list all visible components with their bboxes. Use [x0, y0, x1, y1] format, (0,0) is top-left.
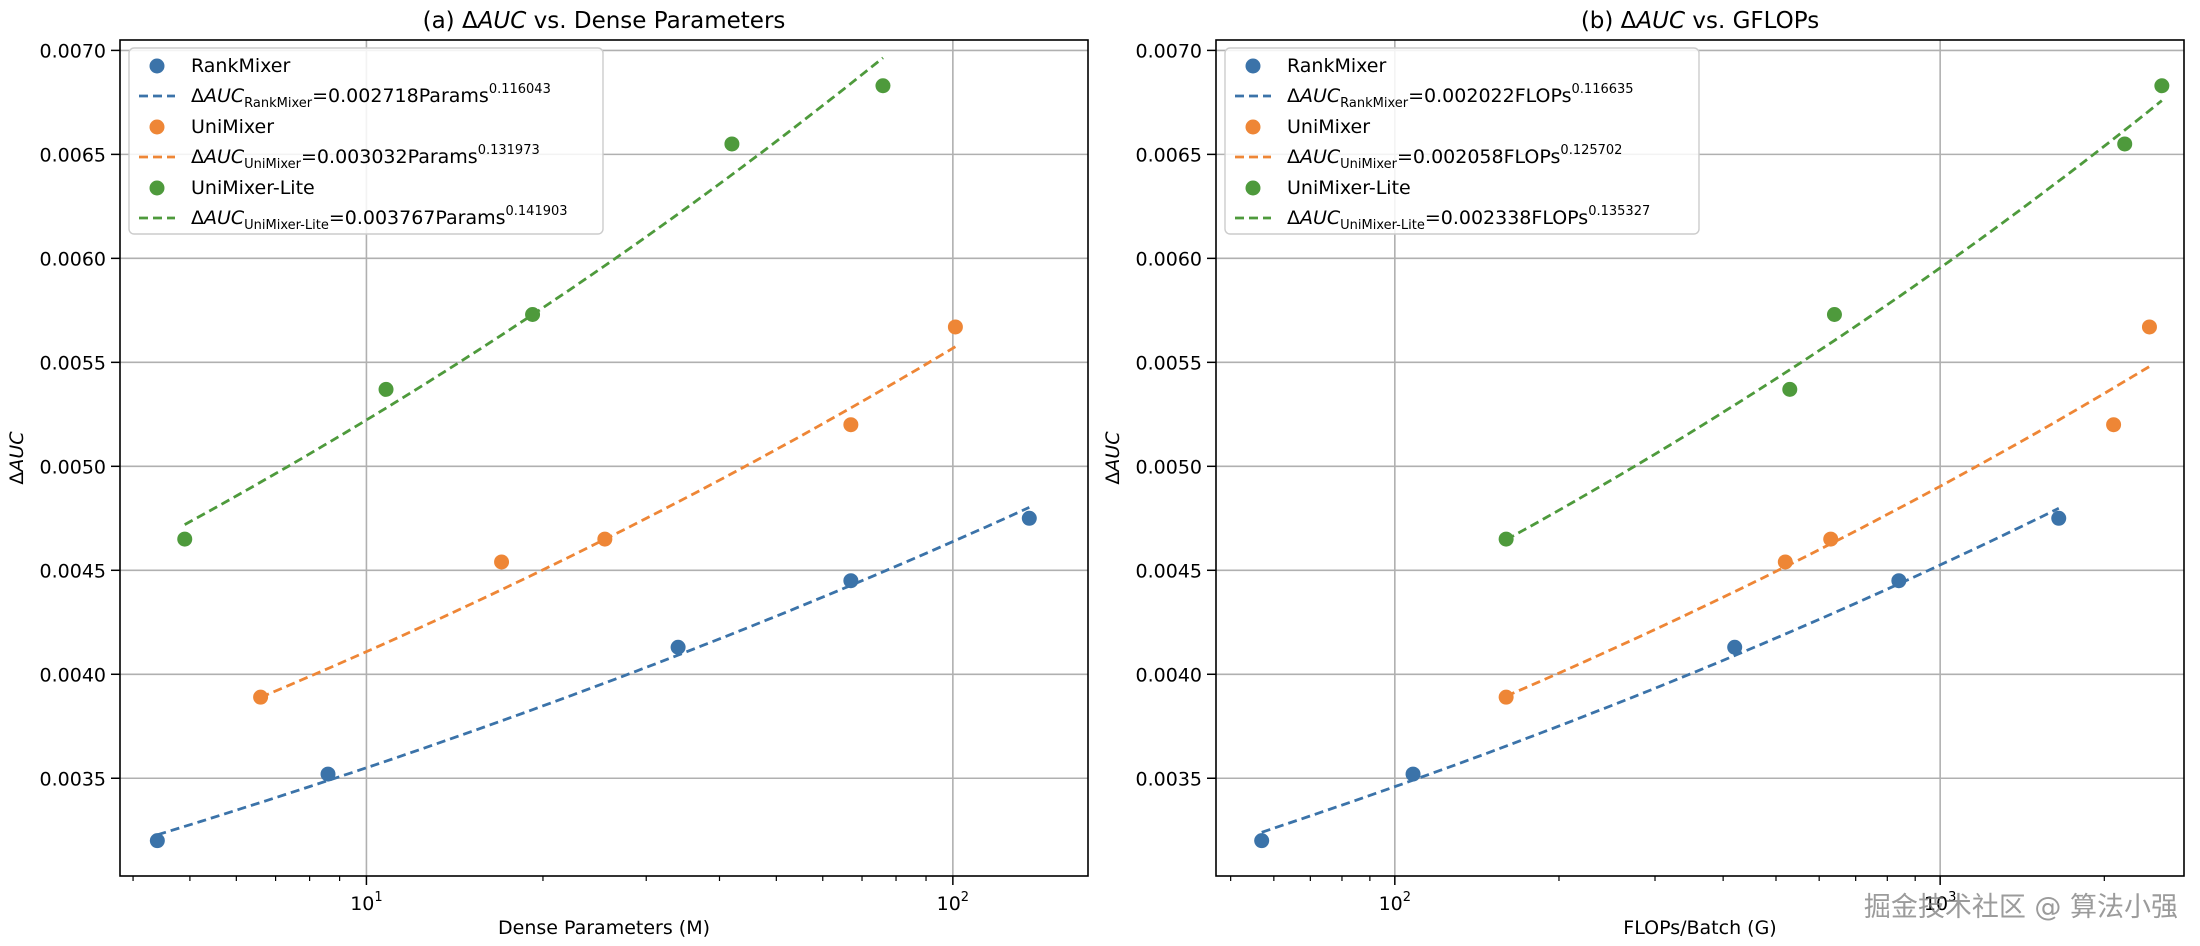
- data-point-unimixer-lite: [177, 531, 193, 547]
- data-point-rankmixer: [1891, 573, 1907, 589]
- data-point-unimixer: [1777, 554, 1793, 570]
- legend-entry: UniMixer-Lite: [1287, 177, 1411, 199]
- data-point-unimixer-lite: [525, 307, 541, 323]
- plot-frame: [119, 39, 1089, 877]
- data-point-rankmixer: [1254, 833, 1270, 849]
- y-axis-label: ΔAUC: [1102, 431, 1124, 485]
- data-point-unimixer: [2141, 319, 2157, 335]
- legend-entry: UniMixer: [191, 116, 274, 138]
- data-point-rankmixer: [1727, 639, 1743, 655]
- data-point-unimixer-lite: [1826, 307, 1842, 323]
- y-axis-label: ΔAUC: [6, 431, 28, 485]
- y-tick-label: 0.0060: [40, 248, 106, 270]
- fit-line-unimixer: [260, 345, 957, 699]
- data-point-unimixer: [494, 554, 510, 570]
- x-tick-label: 102: [937, 890, 969, 915]
- legend-marker-rankmixer: [1245, 58, 1261, 74]
- y-tick-label: 0.0035: [40, 768, 106, 790]
- fit-line-rankmixer: [156, 506, 1030, 837]
- y-tick-label: 0.0035: [1136, 768, 1202, 790]
- fit-line-unimixer: [1505, 365, 2151, 698]
- legend-marker-unimixer-lite: [1245, 180, 1261, 196]
- x-axis-label: FLOPs/Batch (G): [1623, 917, 1776, 939]
- data-point-rankmixer: [670, 639, 686, 655]
- data-point-unimixer: [1823, 531, 1839, 547]
- y-tick-label: 0.0070: [40, 40, 106, 62]
- legend-fit-label: ΔAUCUniMixer-Lite=0.003767Params0.141903: [191, 204, 568, 233]
- legend-fit-label: ΔAUCUniMixer-Lite=0.002338FLOPs0.135327: [1287, 204, 1650, 233]
- data-point-unimixer-lite: [1498, 531, 1514, 547]
- legend-entry: RankMixer: [1287, 55, 1386, 77]
- x-tick-label: 103: [1924, 890, 1956, 915]
- y-tick-label: 0.0070: [1136, 40, 1202, 62]
- x-axis-label: Dense Parameters (M): [498, 917, 710, 939]
- data-point-unimixer-lite: [2154, 78, 2170, 94]
- legend-box: [128, 47, 604, 235]
- chart-title: (a) ΔAUC vs. Dense Parameters: [423, 8, 786, 34]
- data-point-unimixer: [2106, 417, 2122, 433]
- legend-fit-label: ΔAUCRankMixer=0.002718Params0.116043: [191, 82, 551, 111]
- data-point-unimixer-lite: [1782, 381, 1798, 397]
- data-point-unimixer: [1498, 689, 1514, 705]
- legend: RankMixer ΔAUCRankMixer=0.002022FLOPs0.11…: [1224, 47, 1700, 235]
- y-tick-label: 0.0060: [1136, 248, 1202, 270]
- legend-marker-rankmixer: [149, 58, 165, 74]
- data-point-rankmixer: [320, 766, 336, 782]
- legend-marker-unimixer: [149, 119, 165, 135]
- data-point-unimixer-lite: [2117, 136, 2133, 152]
- fit-line-rankmixer: [1261, 507, 2060, 834]
- chart-title: (b) ΔAUC vs. GFLOPs: [1581, 8, 1819, 34]
- plot-frame: [1215, 39, 2185, 877]
- y-tick-label: 0.0065: [1136, 144, 1202, 166]
- chart-panel-a: 101 102 0.0035 0.0040 0.0045 0.0050 0.0055 0.00…: [6, 8, 1089, 939]
- legend-fit-label: ΔAUCRankMixer=0.002022FLOPs0.116635: [1287, 82, 1634, 111]
- legend-fit-label: ΔAUCUniMixer=0.003032Params0.131973: [191, 143, 540, 172]
- y-tick-label: 0.0065: [40, 144, 106, 166]
- data-point-unimixer: [947, 319, 963, 335]
- legend-entry: RankMixer: [191, 55, 290, 77]
- data-point-rankmixer: [843, 573, 859, 589]
- y-tick-label: 0.0040: [40, 664, 106, 686]
- data-point-unimixer: [843, 417, 859, 433]
- y-tick-label: 0.0040: [1136, 664, 1202, 686]
- legend: RankMixer ΔAUCRankMixer=0.002718Params0.1…: [128, 47, 604, 235]
- data-point-unimixer-lite: [724, 136, 740, 152]
- chart-panel-b: 102 103 0.0035 0.0040 0.0045 0.0050 0.0055 0.00…: [1102, 8, 2185, 939]
- x-tick-label: 101: [350, 890, 382, 915]
- watermark-text: 掘金技术社区 @ 算法小强: [1863, 892, 2178, 923]
- data-point-rankmixer: [1021, 510, 1037, 526]
- y-tick-label: 0.0050: [1136, 456, 1202, 478]
- data-point-unimixer: [253, 689, 269, 705]
- data-point-unimixer-lite: [875, 78, 891, 94]
- legend-entry: UniMixer-Lite: [191, 177, 315, 199]
- fit-line-unimixer-lite: [1505, 99, 2163, 542]
- data-point-unimixer: [597, 531, 613, 547]
- y-tick-label: 0.0055: [1136, 352, 1202, 374]
- data-point-rankmixer: [2051, 510, 2067, 526]
- legend-box: [1224, 47, 1700, 235]
- legend-marker-unimixer-lite: [149, 180, 165, 196]
- data-point-rankmixer: [149, 833, 165, 849]
- legend-marker-unimixer: [1245, 119, 1261, 135]
- legend-fit-label: ΔAUCUniMixer=0.002058FLOPs0.125702: [1287, 143, 1622, 172]
- data-point-rankmixer: [1405, 766, 1421, 782]
- x-tick-label: 102: [1379, 890, 1411, 915]
- legend-entry: UniMixer: [1287, 116, 1370, 138]
- data-point-unimixer-lite: [378, 381, 394, 397]
- y-tick-label: 0.0045: [1136, 560, 1202, 582]
- y-tick-label: 0.0055: [40, 352, 106, 374]
- y-tick-label: 0.0045: [40, 560, 106, 582]
- y-tick-label: 0.0050: [40, 456, 106, 478]
